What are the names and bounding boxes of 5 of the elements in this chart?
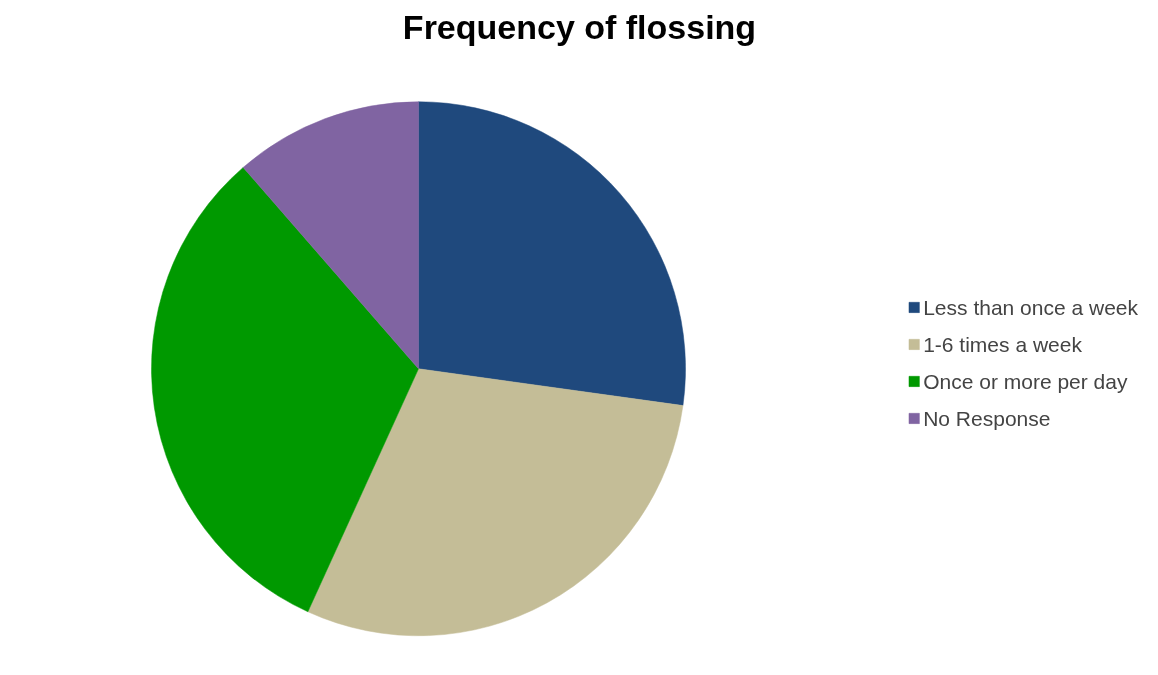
- legend-label: Once or more per day: [923, 369, 1128, 393]
- legend-label: 1-6 times a week: [923, 332, 1082, 356]
- legend-label: No Response: [923, 406, 1051, 430]
- legend-label: Less than once a week: [923, 295, 1138, 319]
- chart-title: Frequency of flossing: [402, 7, 757, 46]
